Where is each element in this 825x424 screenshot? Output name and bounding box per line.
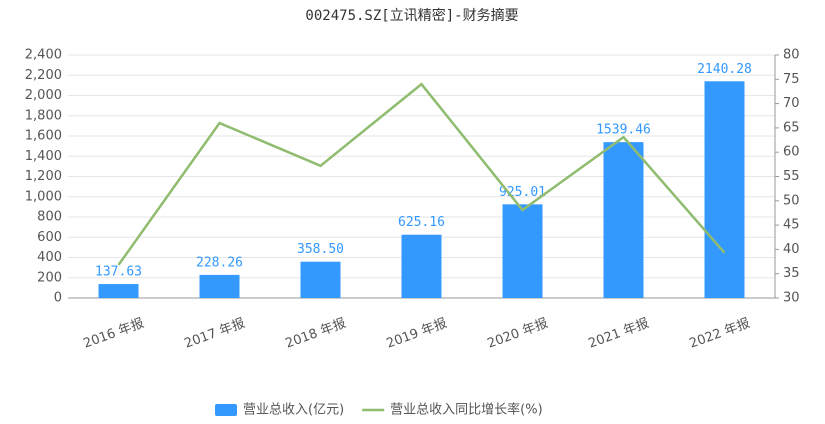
y2-tick-label: 45 xyxy=(783,218,800,233)
y-tick-label: 200 xyxy=(37,270,62,285)
value-label: 625.16 xyxy=(398,215,445,230)
y2-tick-label: 80 xyxy=(783,48,800,63)
x-tick-label: 2018 年报 xyxy=(284,316,349,352)
x-tick-label: 2021 年报 xyxy=(587,316,652,352)
bar xyxy=(401,234,442,298)
y2-tick-label: 75 xyxy=(783,72,800,87)
y-tick-label: 1,200 xyxy=(25,169,62,184)
bar xyxy=(603,142,644,298)
value-label: 358.50 xyxy=(297,242,344,257)
y2-tick-label: 30 xyxy=(783,291,800,306)
y2-tick-label: 40 xyxy=(783,242,800,257)
x-tick-label: 2019 年报 xyxy=(385,316,450,352)
y-tick-label: 1,800 xyxy=(25,108,62,123)
y-tick-label: 800 xyxy=(37,210,62,225)
value-label: 1539.46 xyxy=(596,123,651,138)
legend-label: 营业总收入同比增长率(%) xyxy=(390,402,543,418)
legend-swatch xyxy=(215,404,237,416)
y-tick-label: 2,000 xyxy=(25,88,62,103)
x-tick-label: 2016 年报 xyxy=(82,316,147,352)
y2-tick-label: 60 xyxy=(783,145,800,160)
y-tick-label: 2,400 xyxy=(25,48,62,63)
x-tick-label: 2017 年报 xyxy=(183,316,248,352)
line xyxy=(117,82,726,266)
bar xyxy=(502,204,543,298)
y-tick-label: 1,600 xyxy=(25,129,62,144)
legend-label: 营业总收入(亿元) xyxy=(243,403,344,418)
y2-tick-label: 65 xyxy=(783,120,800,135)
y2-tick-label: 50 xyxy=(783,193,800,208)
y-tick-label: 600 xyxy=(37,230,62,245)
y-tick-label: 0 xyxy=(54,291,62,306)
y2-tick-label: 55 xyxy=(783,169,800,184)
value-label: 228.26 xyxy=(196,255,243,270)
value-label: 2140.28 xyxy=(697,62,752,77)
bar xyxy=(300,261,341,298)
y-tick-label: 1,000 xyxy=(25,189,62,204)
bar xyxy=(199,274,240,298)
y-tick-label: 400 xyxy=(37,250,62,265)
y2-tick-label: 70 xyxy=(783,96,800,111)
x-tick-label: 2022 年报 xyxy=(688,316,753,352)
x-tick-label: 2020 年报 xyxy=(486,316,551,352)
bar xyxy=(98,284,139,298)
chart-title: 002475.SZ[立讯精密]-财务摘要 xyxy=(305,7,518,24)
y-tick-label: 2,200 xyxy=(25,68,62,83)
bar xyxy=(704,81,745,298)
y2-tick-label: 35 xyxy=(783,266,800,281)
y-tick-label: 1,400 xyxy=(25,149,62,164)
value-label: 137.63 xyxy=(95,265,142,280)
